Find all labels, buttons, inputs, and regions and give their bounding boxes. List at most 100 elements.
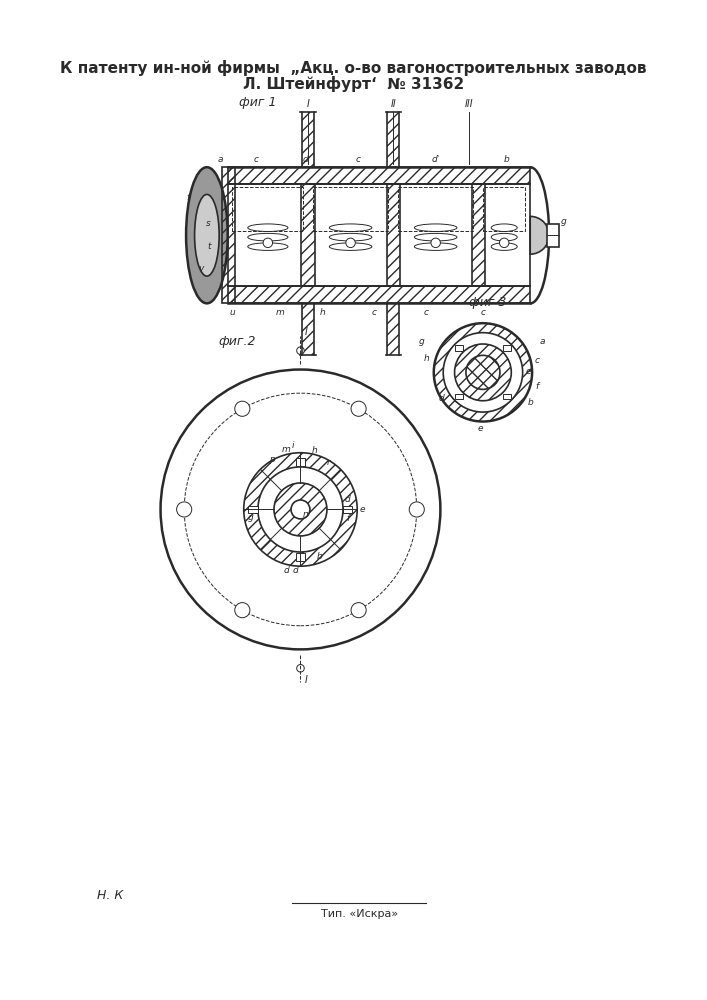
Circle shape <box>499 238 509 248</box>
Text: c: c <box>481 308 486 317</box>
Text: I: I <box>307 99 310 109</box>
Text: h: h <box>423 354 429 363</box>
Text: f: f <box>346 514 349 523</box>
Circle shape <box>258 467 343 552</box>
Wedge shape <box>530 216 549 254</box>
Bar <box>472 184 485 286</box>
Bar <box>301 184 315 286</box>
Text: c: c <box>254 155 259 164</box>
Bar <box>303 303 314 355</box>
Ellipse shape <box>186 167 228 303</box>
Circle shape <box>291 500 310 519</box>
Bar <box>483 187 525 231</box>
Bar <box>228 286 530 303</box>
FancyBboxPatch shape <box>455 345 462 351</box>
Text: фиг.2: фиг.2 <box>218 335 256 348</box>
Bar <box>222 167 235 303</box>
Circle shape <box>235 401 250 416</box>
FancyBboxPatch shape <box>503 394 510 399</box>
Circle shape <box>263 238 273 248</box>
Bar <box>472 184 485 286</box>
Circle shape <box>431 238 440 248</box>
Text: t: t <box>207 242 211 251</box>
Text: d: d <box>345 495 351 504</box>
Bar <box>312 187 388 231</box>
Text: h: h <box>320 308 325 317</box>
Text: n: n <box>303 510 308 519</box>
Bar <box>228 167 530 184</box>
Text: фиг 3: фиг 3 <box>469 296 506 309</box>
FancyBboxPatch shape <box>503 345 510 351</box>
Circle shape <box>297 665 304 672</box>
Bar <box>547 224 559 247</box>
Circle shape <box>443 333 522 412</box>
Text: c: c <box>535 356 540 365</box>
Circle shape <box>160 370 440 649</box>
Text: v: v <box>199 264 204 273</box>
Bar <box>228 167 530 184</box>
Text: a: a <box>539 337 545 346</box>
Bar <box>222 167 235 303</box>
Text: фиг 1: фиг 1 <box>239 96 276 109</box>
Text: I: I <box>304 327 307 337</box>
Text: К патенту ин-ной фирмы  „Акц. о-во вагоностроительных заводов: К патенту ин-ной фирмы „Акц. о-во вагоно… <box>60 60 647 76</box>
FancyBboxPatch shape <box>343 506 353 513</box>
Text: u: u <box>230 308 235 317</box>
Text: g: g <box>419 337 424 346</box>
Text: c: c <box>372 308 377 317</box>
Text: i: i <box>292 441 294 450</box>
Text: II: II <box>390 99 396 109</box>
Text: m: m <box>282 445 291 454</box>
Text: f: f <box>187 193 189 202</box>
FancyBboxPatch shape <box>296 553 305 561</box>
Circle shape <box>346 238 356 248</box>
Text: I: I <box>304 675 307 685</box>
Bar <box>398 187 474 231</box>
Bar <box>387 184 399 286</box>
Text: r: r <box>327 458 331 467</box>
Text: Л. Штейнфурт‘  № 31362: Л. Штейнфурт‘ № 31362 <box>243 76 464 92</box>
Text: d: d <box>438 394 444 403</box>
Text: h: h <box>312 446 317 455</box>
Bar <box>228 184 530 286</box>
Text: d: d <box>293 566 298 575</box>
Text: b: b <box>317 552 322 561</box>
FancyBboxPatch shape <box>455 394 462 399</box>
Text: e: e <box>359 505 365 514</box>
Text: p: p <box>269 455 275 464</box>
Text: III: III <box>464 99 473 109</box>
Text: g: g <box>247 513 253 522</box>
Text: b: b <box>527 398 533 407</box>
Text: c: c <box>356 155 361 164</box>
Circle shape <box>409 502 424 517</box>
Text: e: e <box>525 367 531 376</box>
Text: g: g <box>561 217 566 226</box>
Bar <box>303 112 314 167</box>
FancyBboxPatch shape <box>248 506 258 513</box>
Circle shape <box>351 603 366 618</box>
Bar <box>387 303 399 355</box>
Circle shape <box>297 347 304 354</box>
Bar <box>387 184 399 286</box>
Text: e: e <box>477 424 483 433</box>
Text: d: d <box>284 566 289 575</box>
Ellipse shape <box>194 194 219 276</box>
Circle shape <box>177 502 192 517</box>
Bar <box>228 286 530 303</box>
Text: m: m <box>275 308 284 317</box>
Text: b: b <box>503 155 510 164</box>
Text: d: d <box>303 155 308 164</box>
Text: Н. К: Н. К <box>97 889 124 902</box>
Text: s: s <box>206 219 211 228</box>
Bar <box>233 187 303 231</box>
Text: Тип. «Искра»: Тип. «Искра» <box>320 909 397 919</box>
Circle shape <box>351 401 366 416</box>
Bar <box>387 112 399 167</box>
Bar <box>301 184 315 286</box>
Text: a: a <box>217 155 223 164</box>
Text: f: f <box>535 382 538 391</box>
Text: c: c <box>423 308 428 317</box>
Circle shape <box>235 603 250 618</box>
Text: d': d' <box>431 155 440 164</box>
FancyBboxPatch shape <box>296 458 305 466</box>
